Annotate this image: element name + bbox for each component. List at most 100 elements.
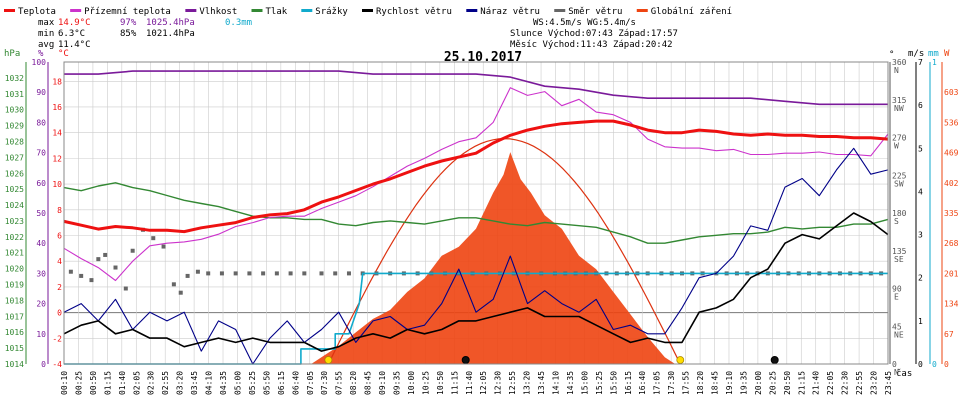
stats-temp: 6.3°C bbox=[58, 29, 85, 39]
pressure-axis-tick: 1023 bbox=[5, 217, 24, 226]
temperature-axis-tick: 8 bbox=[57, 206, 62, 215]
wind-dir-point bbox=[288, 271, 293, 276]
radiation-area bbox=[311, 152, 676, 364]
temperature-axis-tick: -2 bbox=[52, 334, 62, 343]
wind-dir-point bbox=[302, 271, 307, 276]
sunrise-marker bbox=[324, 356, 333, 364]
wind-dir-point bbox=[103, 252, 108, 257]
x-tick-label: 02:05 bbox=[132, 371, 141, 395]
x-tick-label: 19:35 bbox=[739, 371, 748, 395]
humidity-axis-tick: 100 bbox=[32, 58, 47, 67]
stats-row-label: max bbox=[38, 18, 55, 28]
stats-temp: 11.4°C bbox=[58, 40, 91, 50]
x-tick-label: 00:10 bbox=[60, 371, 69, 395]
pressure-axis-tick: 1015 bbox=[5, 344, 24, 353]
x-axis-label: čas bbox=[896, 368, 912, 379]
x-tick-label: 21:15 bbox=[797, 371, 806, 395]
wind-speed-axis-tick: 6 bbox=[918, 101, 923, 110]
x-tick-label: 01:15 bbox=[103, 371, 112, 395]
wind-dir-point bbox=[171, 282, 176, 287]
x-tick-label: 20:00 bbox=[754, 371, 763, 395]
axis-unit-temperature: °C bbox=[58, 49, 69, 59]
wind-dir-point bbox=[319, 271, 324, 276]
plot-frame bbox=[63, 61, 889, 365]
x-tick-label: 19:10 bbox=[725, 371, 734, 395]
pressure-axis-tick: 1026 bbox=[5, 169, 24, 178]
x-tick-label: 22:05 bbox=[826, 371, 835, 395]
radiation-axis-tick: 603 bbox=[944, 88, 959, 97]
pressure-axis-tick: 1022 bbox=[5, 233, 24, 242]
x-tick-label: 12:30 bbox=[494, 371, 503, 395]
srážky-line bbox=[64, 272, 888, 365]
axis-unit-rain: mm bbox=[928, 49, 939, 59]
wind-dir-axis-tick: 90 bbox=[892, 285, 902, 294]
grid bbox=[63, 62, 889, 365]
legend-swatch bbox=[185, 9, 197, 12]
x-tick-label: 03:45 bbox=[190, 371, 199, 395]
legend-label: Směr větru bbox=[568, 7, 622, 17]
legend-swatch bbox=[636, 9, 648, 12]
temperature-axis-tick: 16 bbox=[52, 103, 62, 112]
wind-dir-compass-label: E bbox=[894, 293, 899, 302]
x-tick-label: 21:40 bbox=[812, 371, 821, 395]
legend-label: Rychlost větru bbox=[376, 7, 452, 17]
wind-dir-point bbox=[206, 271, 211, 276]
x-tick-label: 17:30 bbox=[667, 371, 676, 395]
humidity-axis-tick: 40 bbox=[36, 239, 46, 248]
wind-dir-point bbox=[89, 278, 94, 283]
wind-speed-axis-tick: 0 bbox=[918, 360, 923, 369]
x-tick-label: 22:55 bbox=[855, 371, 864, 395]
humidity-axis-tick: 60 bbox=[36, 179, 46, 188]
wind-dir-point bbox=[274, 271, 279, 276]
wind-dir-axis-tick: 180 bbox=[892, 209, 907, 218]
legend-swatch bbox=[554, 9, 566, 12]
x-tick-label: 05:00 bbox=[233, 371, 242, 395]
teplota-line bbox=[63, 119, 889, 234]
pressure-axis-tick: 1027 bbox=[5, 153, 24, 162]
x-tick-label: 06:15 bbox=[277, 371, 286, 395]
x-tick-label: 20:50 bbox=[783, 371, 792, 395]
pressure-axis-tick: 1032 bbox=[5, 74, 24, 83]
x-tick-label: 02:55 bbox=[161, 371, 170, 395]
stats-row-label: avg bbox=[38, 40, 54, 50]
pressure-axis-tick: 1030 bbox=[5, 106, 24, 115]
pressure-axis-tick: 1025 bbox=[5, 185, 24, 194]
pressure-axis-tick: 1017 bbox=[5, 312, 24, 321]
wind-dir-point bbox=[346, 271, 351, 276]
x-tick-label: 05:25 bbox=[248, 371, 257, 395]
wind-dir-point bbox=[123, 286, 128, 291]
axis-unit-pressure: hPa bbox=[4, 49, 20, 59]
radiation-axis-tick: 335 bbox=[944, 209, 959, 218]
sunset-marker bbox=[676, 356, 685, 364]
wind-dir-point bbox=[113, 265, 118, 270]
wind-dir-point bbox=[68, 269, 73, 274]
x-tick-label: 23:45 bbox=[884, 371, 893, 395]
wind-dir-axis-tick: 45 bbox=[892, 322, 902, 331]
temperature-axis-tick: 18 bbox=[52, 77, 62, 86]
x-tick-label: 07:30 bbox=[320, 371, 329, 395]
moonrise-marker bbox=[461, 356, 470, 364]
x-tick-label: 04:10 bbox=[205, 371, 214, 395]
tlak-line bbox=[63, 182, 889, 244]
x-tick-label: 14:35 bbox=[566, 371, 575, 395]
wind-speed-axis-tick: 5 bbox=[918, 144, 923, 153]
x-tick-label: 13:45 bbox=[537, 371, 546, 395]
legend-label: Náraz větru bbox=[480, 7, 540, 17]
temperature-axis-tick: 14 bbox=[52, 129, 62, 138]
humidity-axis-tick: 50 bbox=[36, 209, 46, 218]
wind-dir-compass-label: N bbox=[894, 66, 899, 75]
humidity-axis-tick: 20 bbox=[36, 300, 46, 309]
pressure-axis-tick: 1028 bbox=[5, 137, 24, 146]
pressure-axis-tick: 1031 bbox=[5, 90, 24, 99]
humidity-axis-tick: 10 bbox=[36, 330, 46, 339]
x-tick-label: 10:50 bbox=[436, 371, 445, 395]
radiation-axis-tick: 0 bbox=[944, 360, 949, 369]
náraz-větru-line bbox=[63, 147, 889, 365]
humidity-axis-tick: 70 bbox=[36, 149, 46, 158]
pressure-axis-tick: 1019 bbox=[5, 281, 24, 290]
stats-temp: 14.9°C bbox=[58, 18, 91, 28]
x-tick-label: 05:50 bbox=[262, 371, 271, 395]
x-tick-label: 00:25 bbox=[74, 371, 83, 395]
wind-dir-axis-tick: 315 bbox=[892, 96, 907, 105]
